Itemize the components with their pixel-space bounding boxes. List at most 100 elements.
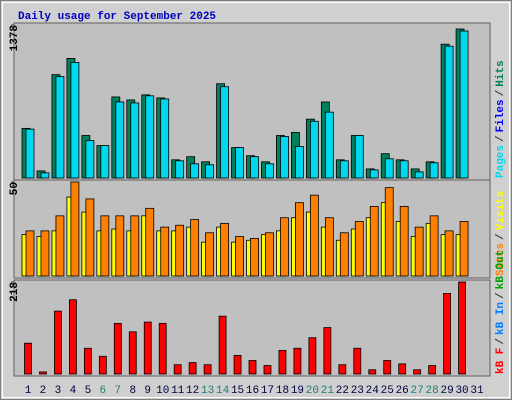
bar [414,171,424,179]
bar [69,299,77,375]
x-tick-label: 25 [381,385,394,397]
bar [309,120,319,179]
x-tick-label: 20 [306,385,319,397]
x-tick-label: 29 [440,385,453,397]
bar [115,101,125,179]
legend: Sites / Visits [495,191,507,276]
bar [160,98,170,179]
legend-separator: / [495,338,507,345]
bar [399,160,409,179]
legend-separator: / [495,89,507,96]
bar [24,342,32,375]
bar [100,215,110,277]
bar [323,327,332,375]
bar [413,369,422,375]
bar [203,364,212,375]
bar [145,207,155,277]
x-tick-label: 6 [100,385,107,397]
x-tick-label: 8 [129,385,136,397]
bar [429,162,439,179]
bar [235,236,244,277]
bar [190,163,200,179]
bar [278,349,287,375]
bar [248,360,257,375]
x-tick-label: 27 [411,385,424,397]
x-tick-label: 2 [40,385,47,397]
bar [220,222,229,277]
bar [265,163,274,179]
x-tick-label: 31 [470,385,484,397]
bar [39,371,47,375]
legend-entry: Sites [495,243,507,276]
legend-entry: kB Out [495,250,507,290]
bar [55,76,65,179]
bar [25,230,35,277]
bar [280,136,289,179]
x-tick-label: 23 [351,385,364,397]
bar [369,206,379,277]
bar [190,219,200,277]
bar [70,181,80,277]
x-tick-label: 19 [291,385,304,397]
bar [40,230,50,277]
bar [83,347,92,375]
x-tick-label: 1 [25,385,32,397]
legend-entry: kB In [495,302,507,335]
x-tick-label: 15 [231,385,244,397]
bar [218,315,227,375]
bar [130,215,140,277]
x-tick-label: 26 [396,385,409,397]
bar [188,362,197,375]
bar [40,172,50,179]
bar [85,198,95,277]
bar [459,221,469,277]
x-tick-label: 9 [144,385,151,397]
bar [143,321,152,375]
x-tick-label: 3 [55,385,62,397]
bar [145,95,155,179]
bar [459,30,469,179]
bar [324,217,334,277]
bar [220,86,229,179]
bar [115,215,125,277]
bar [158,322,167,375]
legend-entry: Files [495,99,507,132]
x-tick-label: 14 [216,385,230,397]
bar [444,45,454,179]
bar [384,187,394,277]
chart-title: Daily usage for September 2025 [18,11,216,23]
bar [398,363,407,375]
x-tick-label: 10 [156,385,169,397]
x-tick-label: 22 [336,385,349,397]
bar [429,215,439,277]
x-tick-label: 30 [455,385,468,397]
bar [414,226,424,277]
x-tick-label: 13 [201,385,214,397]
x-tick-label: 11 [171,385,185,397]
bar [85,140,95,179]
x-tick-label: 7 [115,385,122,397]
legend-entry: Visits [495,191,507,231]
bar [399,206,409,277]
bar [55,215,65,277]
bar [444,230,454,277]
bar [324,111,334,179]
legend-separator: / [495,292,507,299]
bar [354,221,364,277]
y-tick-label: 218 [9,282,21,302]
x-tick-label: 17 [261,385,274,397]
bar [338,364,347,375]
legend-separator: / [495,233,507,240]
x-tick-label: 4 [70,385,77,397]
bar [175,160,185,179]
bar [458,281,466,375]
bar [443,292,451,375]
bar [369,169,379,179]
bar [263,365,272,375]
bar [205,232,215,277]
y-tick-label: 50 [9,182,21,195]
bar [293,347,302,375]
bar [250,237,259,277]
